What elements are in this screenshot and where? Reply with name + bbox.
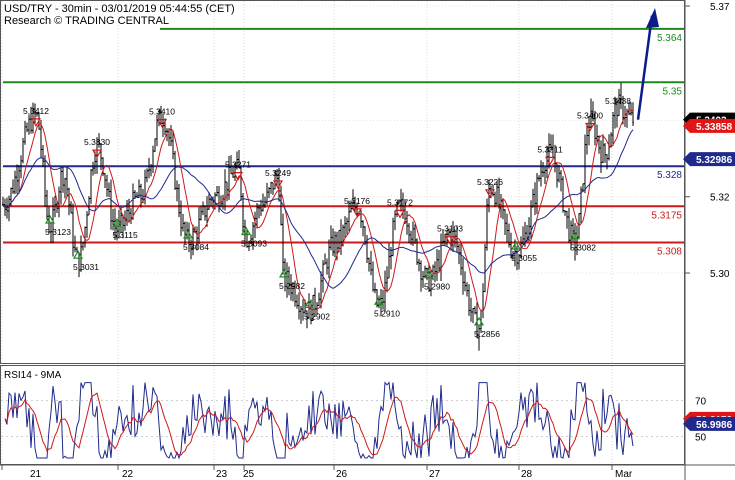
high-label: 5.3438	[605, 96, 631, 106]
ma-slow-tag-bg	[683, 152, 735, 167]
rsi-tick-label: 50	[695, 432, 707, 443]
low-label: 5.3115	[112, 230, 138, 240]
high-marker	[484, 189, 496, 199]
high-label: 5.3412	[23, 106, 49, 116]
low-label: 5.3084	[183, 242, 209, 252]
high-label: 5.3226	[477, 177, 503, 187]
high-marker	[444, 236, 456, 245]
low-label: 5.2902	[304, 311, 330, 321]
low-marker	[423, 269, 435, 279]
projection-arrow-head	[646, 8, 659, 28]
y-tick-label: 5.30	[710, 269, 730, 280]
low-marker	[510, 240, 522, 250]
low-label: 5.3055	[511, 253, 537, 263]
rsi-tick-label: 70	[695, 397, 707, 408]
rsi-title: RSI14 - 9MA	[4, 370, 62, 381]
high-label: 5.3311	[537, 144, 563, 154]
low-marker	[111, 217, 123, 227]
low-marker	[473, 316, 485, 326]
y-tick-label: 5.32	[710, 193, 730, 204]
low-marker	[303, 299, 315, 308]
low-marker	[569, 230, 581, 240]
x-tick-label: 28	[521, 469, 533, 480]
low-label: 5.3123	[45, 227, 71, 237]
x-tick-label: Mar	[615, 469, 633, 480]
low-label: 5.2856	[474, 329, 500, 339]
high-label: 5.3103	[437, 224, 463, 234]
low-label: 5.2910	[374, 308, 400, 318]
low-label: 5.3031	[73, 262, 99, 272]
high-label: 5.3176	[344, 196, 370, 206]
high-label: 5.3410	[149, 107, 175, 117]
low-label: 5.2982	[279, 281, 305, 291]
ma-slow-tag-text: 5.32986	[696, 155, 733, 166]
high-marker	[91, 149, 103, 159]
ma-slow-line	[2, 129, 634, 289]
low-marker	[278, 268, 290, 278]
high-marker	[156, 119, 168, 128]
x-tick-label: 26	[336, 469, 348, 480]
moving-averages	[2, 8, 659, 313]
low-label: 5.3093	[241, 239, 267, 249]
ma-fast-line	[2, 109, 634, 313]
low-label: 5.3082	[570, 243, 596, 253]
x-tick-label: 27	[429, 469, 441, 480]
low-marker	[240, 226, 252, 236]
high-marker	[584, 122, 596, 132]
high-label: 5.3400	[577, 110, 603, 120]
high-label: 5.3271	[225, 160, 251, 170]
swing-markers: 5.3412 5.3330 5.3410 5.3271 5.3249 5.3176 5.31…	[23, 96, 631, 339]
ma-fast-tag-bg	[683, 118, 735, 133]
high-marker	[30, 118, 42, 128]
high-label: 5.3330	[84, 137, 110, 147]
x-tick-label: 21	[30, 469, 42, 480]
high-marker	[351, 208, 363, 218]
rsi-line	[4, 381, 634, 460]
price-panel-frame	[0, 0, 685, 364]
high-label: 5.3249	[265, 168, 291, 178]
level-label: 5.3175	[651, 210, 682, 221]
rsi-ma-line	[4, 392, 634, 456]
chart-source: Research © TRADING CENTRAL	[4, 15, 169, 27]
low-label: 5.2980	[424, 282, 450, 292]
projection-arrow-line	[636, 15, 654, 120]
level-label: 5.328	[657, 170, 682, 181]
chart-title: USD/TRY - 30min - 03/01/2019 05:44:55 (C…	[4, 3, 235, 15]
high-marker	[544, 156, 556, 166]
rsi-lines	[4, 381, 634, 460]
level-label: 5.308	[657, 246, 682, 257]
rsi-tag-text: 56.9986	[696, 420, 733, 431]
low-marker	[72, 249, 84, 259]
high-marker	[232, 172, 244, 181]
x-tick-label: 25	[243, 469, 255, 480]
level-label: 5.35	[663, 86, 683, 97]
rsi-tag-bg	[683, 416, 735, 431]
low-marker	[44, 214, 56, 224]
level-label: 5.364	[657, 33, 682, 44]
y-tick-label: 5.37	[710, 2, 730, 13]
ma-fast-tag-text: 5.33858	[696, 122, 733, 133]
low-marker	[373, 296, 385, 305]
candles	[2, 82, 634, 351]
x-tick-label: 22	[122, 469, 134, 480]
high-marker	[394, 209, 406, 219]
high-marker	[272, 180, 284, 190]
high-label: 5.3172	[387, 197, 413, 207]
x-tick-label: 23	[216, 469, 228, 480]
low-marker	[182, 229, 194, 239]
